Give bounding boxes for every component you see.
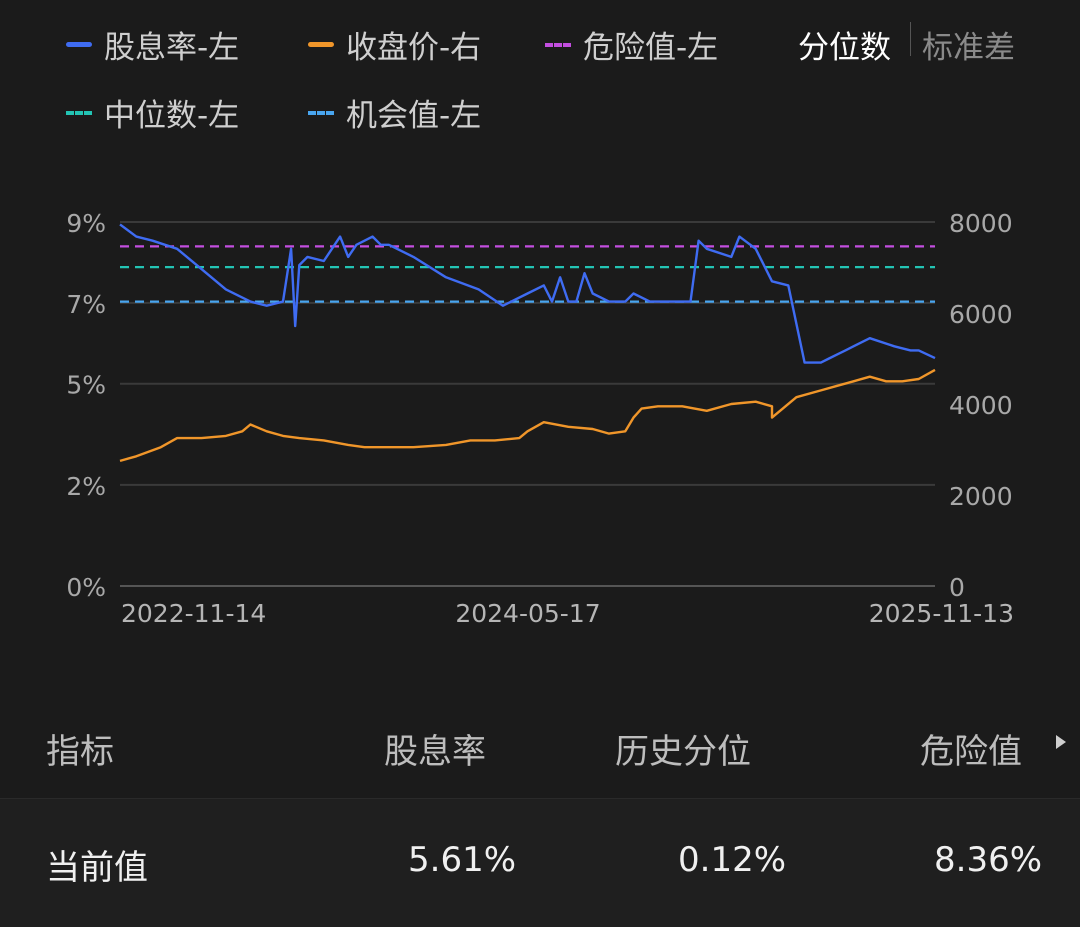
y-right-tick-label: 8000 [949,209,1013,238]
legend-swatch [308,110,334,115]
y-right-tick-label: 2000 [949,482,1013,511]
legend-label: 机会值-左 [346,98,482,134]
legend-label: 收盘价-右 [346,30,482,66]
series-line [119,223,936,364]
table-row [0,798,1080,927]
x-tick-label: 2025-11-13 [869,599,1014,628]
current-historical-percentile: 0.12% [678,840,787,880]
toggle-percentile[interactable]: 分位数 [798,30,891,66]
series-line [119,368,936,463]
toggle-std-dev[interactable]: 标准差 [922,30,1015,66]
legend-label: 中位数-左 [104,98,240,134]
row-label-current-value: 当前值 [46,848,148,888]
legend-item-danger-value[interactable]: 危险值-左 [545,22,718,67]
header-historical-percentile: 历史分位 [615,732,751,772]
current-dividend-yield: 5.61% [408,840,517,880]
header-indicator: 指标 [46,732,114,772]
header-dividend-yield: 股息率 [384,732,486,772]
y-left-tick-label: 7% [66,290,106,319]
y-left-tick-label: 2% [66,472,106,501]
legend-swatch [66,42,92,47]
current-danger-value: 8.36% [934,840,1043,880]
y-right-tick-label: 0 [949,573,965,602]
legend-swatch [308,42,334,47]
legend-label: 股息率-左 [104,30,240,66]
legend-item-median[interactable]: 中位数-左 [66,90,239,135]
dividend-yield-chart: 9% 7% 5% 2% 0% 8000 6000 4000 2000 0 2022-11-14 202… [66,209,1014,628]
x-tick-label: 2022-11-14 [121,599,266,628]
y-right-tick-label: 6000 [949,300,1013,329]
legend-swatch [66,110,92,115]
header-danger-value[interactable]: 危险值 [920,732,1022,772]
legend-item-dividend-yield[interactable]: 股息率-左 [66,22,239,67]
y-left-tick-label: 5% [66,371,106,400]
y-right-tick-label: 4000 [949,391,1013,420]
y-left-tick-label: 9% [66,209,106,238]
x-tick-label: 2024-05-17 [455,599,600,628]
legend-item-close-price[interactable]: 收盘价-右 [308,22,481,67]
legend-label: 危险值-左 [583,30,719,66]
legend-swatch [545,42,571,47]
y-left-tick-label: 0% [66,573,106,602]
legend-item-opportunity-value[interactable]: 机会值-左 [308,90,481,135]
toggle-divider [910,22,911,56]
scroll-right-icon[interactable] [1056,735,1066,749]
